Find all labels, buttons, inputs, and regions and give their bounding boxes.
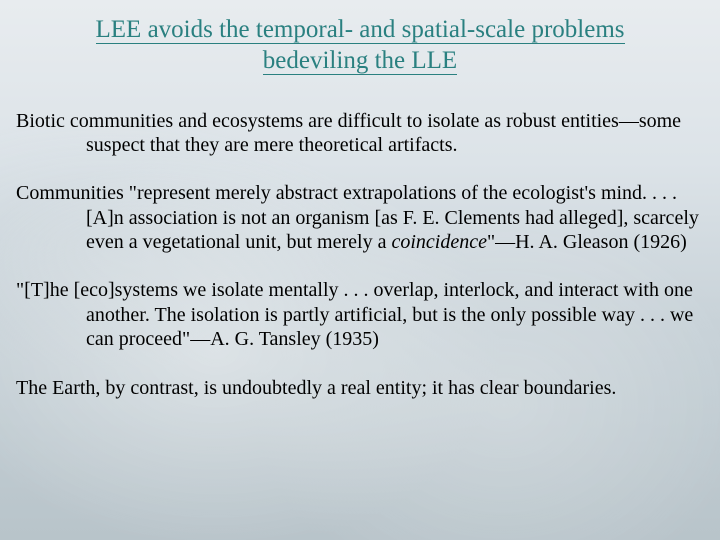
p2-italic: coincidence — [391, 231, 487, 253]
slide-title: LEE avoids the temporal- and spatial-sca… — [10, 14, 710, 77]
slide-content: LEE avoids the temporal- and spatial-sca… — [0, 0, 720, 434]
title-line-1: LEE avoids the temporal- and spatial-sca… — [96, 16, 625, 44]
paragraph-3: "[T]he [eco]systems we isolate mentally … — [80, 278, 710, 351]
title-line-2: bedeviling the LLE — [263, 47, 457, 75]
p2-text-b: "—H. A. Gleason (1926) — [487, 231, 687, 253]
paragraph-4: The Earth, by contrast, is undoubtedly a… — [80, 376, 710, 400]
paragraph-2: Communities "represent merely abstract e… — [80, 181, 710, 254]
paragraph-1: Biotic communities and ecosystems are di… — [80, 109, 710, 158]
